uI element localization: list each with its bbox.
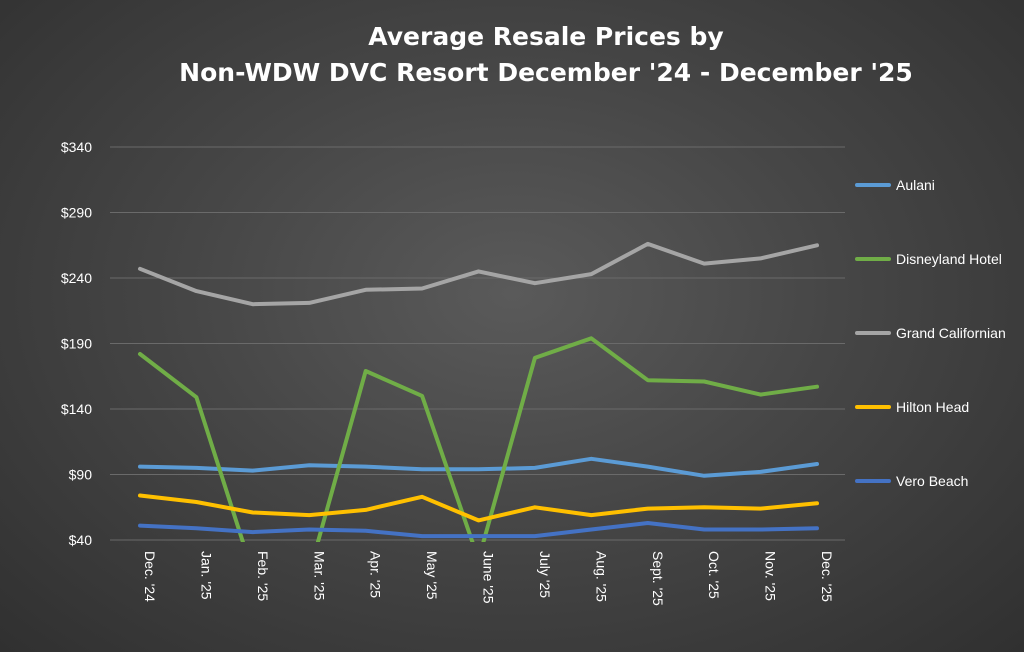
y-tick-label: $140 (61, 401, 92, 417)
y-tick-label: $190 (61, 336, 92, 352)
y-axis-ticks: $40 $90 $140 $190 $240 $290 $340 (61, 139, 92, 548)
legend-label-aulani: Aulani (896, 177, 935, 193)
legend: Aulani Disneyland Hotel Grand Californian H… (855, 177, 1006, 489)
x-tick-label: Nov. '25 (763, 551, 779, 601)
x-tick-label: July '25 (537, 551, 553, 598)
x-tick-label: June '25 (481, 551, 497, 604)
series-line-hilton-head (138, 493, 819, 523)
x-tick-label: Aug. '25 (593, 551, 609, 602)
x-tick-label: Dec. '24 (142, 551, 158, 602)
y-tick-label: $40 (69, 532, 93, 548)
x-tick-label: Apr. '25 (368, 551, 384, 598)
y-tick-label: $340 (61, 139, 92, 155)
x-tick-label: Jan. '25 (198, 551, 214, 600)
legend-label-grand-californian: Grand Californian (896, 325, 1006, 341)
y-tick-label: $90 (69, 467, 93, 483)
series-lines (138, 241, 819, 542)
series-line-vero-beach (138, 521, 819, 539)
series-line-grand-californian (138, 241, 819, 307)
y-tick-label: $240 (61, 270, 92, 286)
series-line-disneyland-hotel (138, 336, 819, 542)
y-tick-label: $290 (61, 205, 92, 221)
x-tick-label: Mar. '25 (311, 551, 327, 601)
series-line-aulani (138, 456, 819, 478)
x-tick-label: Dec. '25 (819, 551, 835, 602)
legend-label-disneyland-hotel: Disneyland Hotel (896, 251, 1002, 267)
legend-label-hilton-head: Hilton Head (896, 399, 969, 415)
x-tick-label: May '25 (424, 551, 440, 600)
chart-title-line-1: Average Resale Prices by (368, 22, 723, 51)
x-tick-label: Oct. '25 (706, 551, 722, 599)
chart-title-line-2: Non-WDW DVC Resort December '24 - Decemb… (179, 58, 913, 87)
legend-label-vero-beach: Vero Beach (896, 473, 968, 489)
x-tick-label: Feb. '25 (255, 551, 271, 601)
gridlines (110, 146, 845, 541)
x-tick-label: Sept. '25 (650, 551, 666, 606)
x-axis-ticks: Dec. '24 Jan. '25 Feb. '25 Mar. '25 Apr. '25… (142, 551, 835, 606)
